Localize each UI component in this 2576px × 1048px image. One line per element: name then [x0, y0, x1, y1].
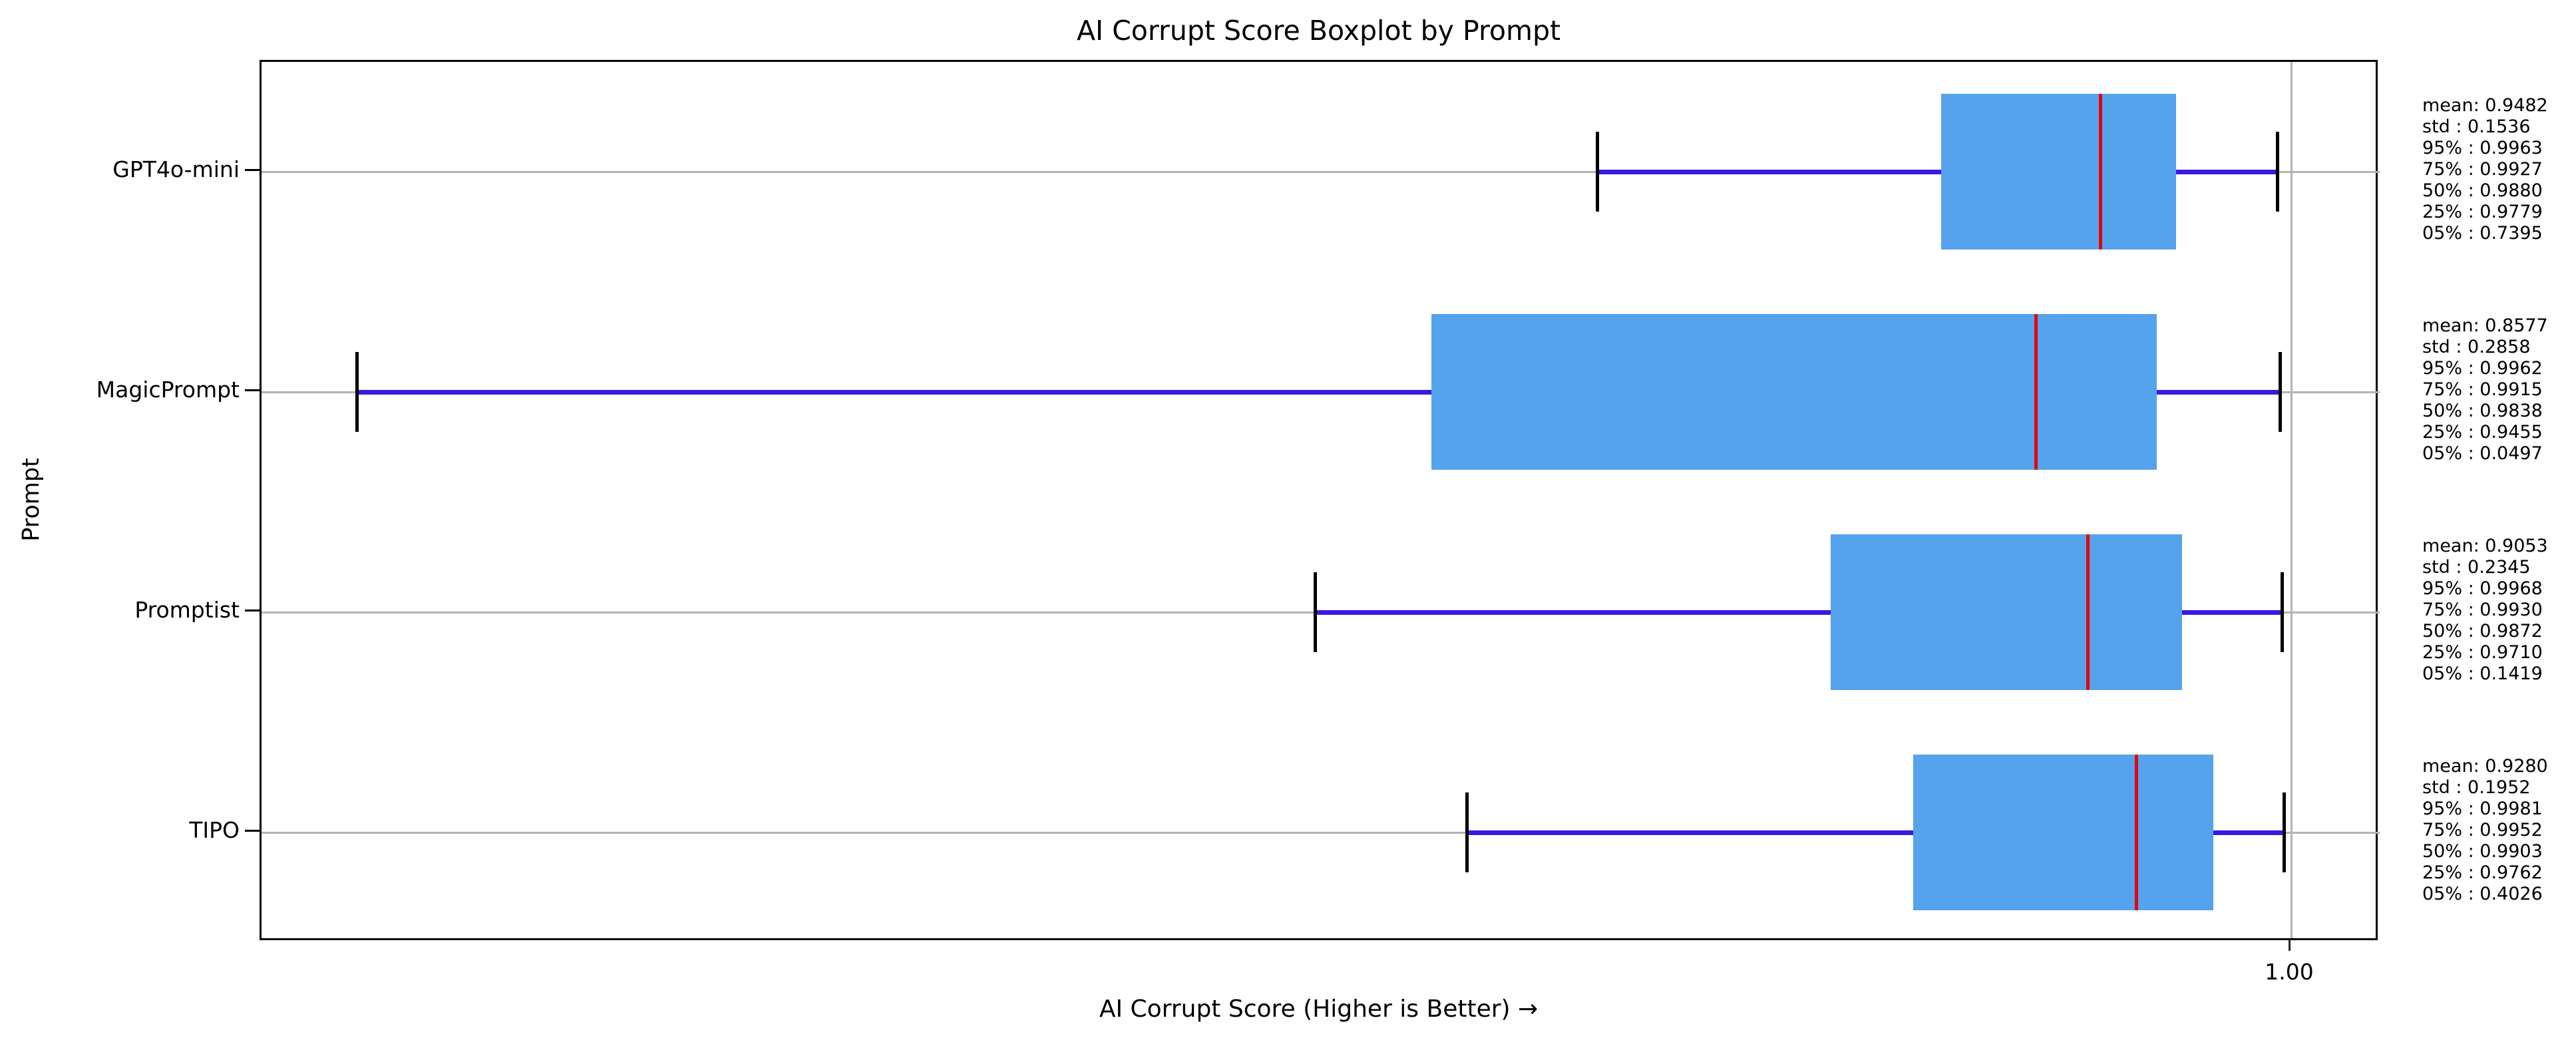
whisker-line-low [1467, 830, 1913, 835]
stats-annotation: mean: 0.9280 std : 0.1952 95% : 0.9981 7… [2422, 756, 2548, 904]
whisker-line-high [2176, 170, 2277, 174]
y-axis-label: Prompt [18, 458, 45, 542]
box [1831, 534, 2182, 690]
category-gridline [262, 171, 2380, 173]
whisker-cap-high [2279, 352, 2282, 432]
y-tick-mark [245, 830, 260, 832]
median-line [2099, 94, 2102, 250]
whisker-line-high [2213, 830, 2284, 835]
whisker-line-low [1315, 610, 1831, 615]
whisker-cap-low [355, 352, 359, 432]
grid-line-vertical [2291, 62, 2293, 938]
whisker-line-low [1597, 170, 1941, 174]
whisker-cap-high [2276, 132, 2279, 212]
x-tick-label: 1.00 [2265, 959, 2314, 985]
y-tick-label-magicprompt: MagicPrompt [96, 377, 240, 403]
box [1941, 94, 2176, 250]
median-line [2135, 755, 2138, 910]
median-line [2086, 534, 2090, 690]
y-tick-mark [245, 610, 260, 611]
y-tick-label-promptist: Promptist [134, 597, 240, 623]
whisker-cap-low [1465, 792, 1469, 872]
category-gridline [262, 832, 2380, 834]
whisker-cap-high [2281, 572, 2284, 652]
whisker-line-high [2157, 390, 2280, 395]
y-tick-mark [245, 389, 260, 391]
stats-annotation: mean: 0.9053 std : 0.2345 95% : 0.9968 7… [2422, 536, 2548, 684]
whisker-cap-high [2283, 792, 2286, 872]
y-tick-mark [245, 169, 260, 171]
x-tick-mark [2289, 940, 2291, 951]
chart-title: AI Corrupt Score Boxplot by Prompt [1076, 15, 1561, 47]
stats-annotation: mean: 0.8577 std : 0.2858 95% : 0.9962 7… [2422, 315, 2548, 464]
box [1431, 314, 2157, 470]
stats-annotation: mean: 0.9482 std : 0.1536 95% : 0.9963 7… [2422, 95, 2548, 244]
whisker-line-low [357, 390, 1431, 395]
x-axis-label: AI Corrupt Score (Higher is Better) → [1099, 995, 1539, 1023]
y-tick-label-tipo: TIPO [189, 817, 240, 843]
whisker-cap-low [1314, 572, 1317, 652]
median-line [2034, 314, 2038, 470]
whisker-cap-low [1596, 132, 1599, 212]
whisker-line-high [2182, 610, 2282, 615]
y-tick-label-gpt4o-mini: GPT4o-mini [112, 156, 240, 182]
plot-area [260, 60, 2380, 940]
box [1913, 755, 2213, 910]
